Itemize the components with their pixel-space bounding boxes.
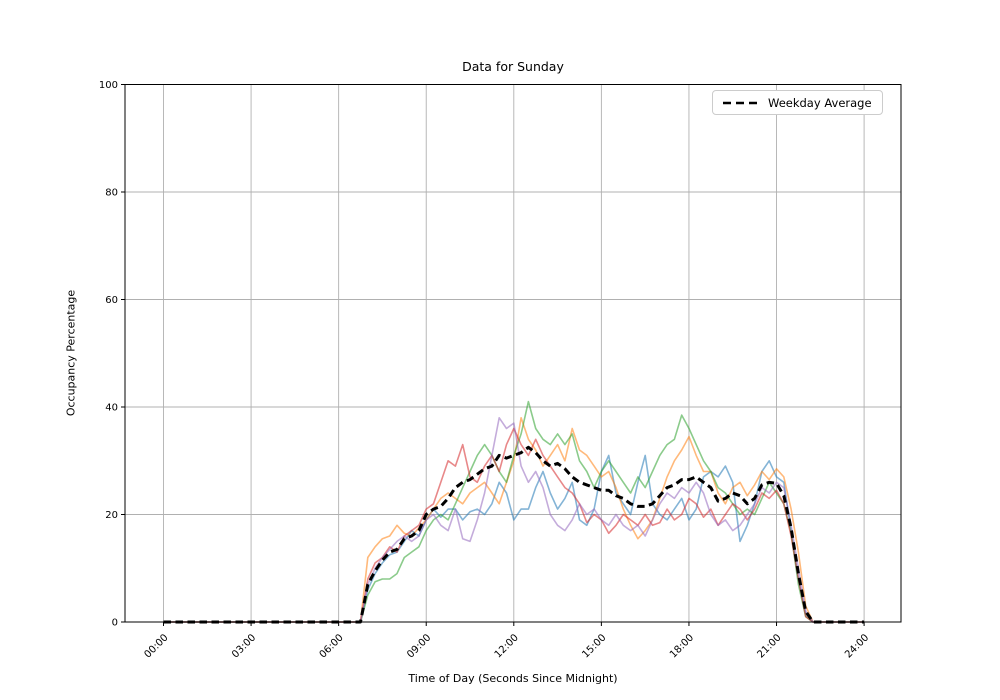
series-line-weekday-average <box>163 445 865 624</box>
y-tick-label: 80 <box>105 188 118 199</box>
y-tick-label: 0 <box>112 618 118 629</box>
axes-spines <box>124 84 902 623</box>
x-tick-label: 15:00 <box>580 632 608 660</box>
x-tick-label: 09:00 <box>405 632 433 660</box>
y-tick-label: 60 <box>105 295 118 306</box>
x-tick-label: 06:00 <box>318 632 346 660</box>
x-tick-label: 18:00 <box>668 632 696 660</box>
x-tick-label: 03:00 <box>230 632 258 660</box>
legend: Weekday Average <box>712 90 883 115</box>
legend-label: Weekday Average <box>768 95 872 110</box>
x-axis-label: Time of Day (Seconds Since Midnight) <box>408 672 618 685</box>
x-tick-label: 00:00 <box>142 632 170 660</box>
x-tick-label: 24:00 <box>843 632 871 660</box>
y-tick-label: 40 <box>105 403 118 414</box>
legend-dash-sample-icon <box>723 100 759 106</box>
chart-title: Data for Sunday <box>462 59 564 74</box>
x-tick-label: 12:00 <box>493 632 521 660</box>
x-tick-label: 21:00 <box>755 632 783 660</box>
y-tick-label: 20 <box>105 510 118 521</box>
y-axis-label: Occupancy Percentage <box>64 289 78 417</box>
y-tick-label: 100 <box>99 80 118 91</box>
